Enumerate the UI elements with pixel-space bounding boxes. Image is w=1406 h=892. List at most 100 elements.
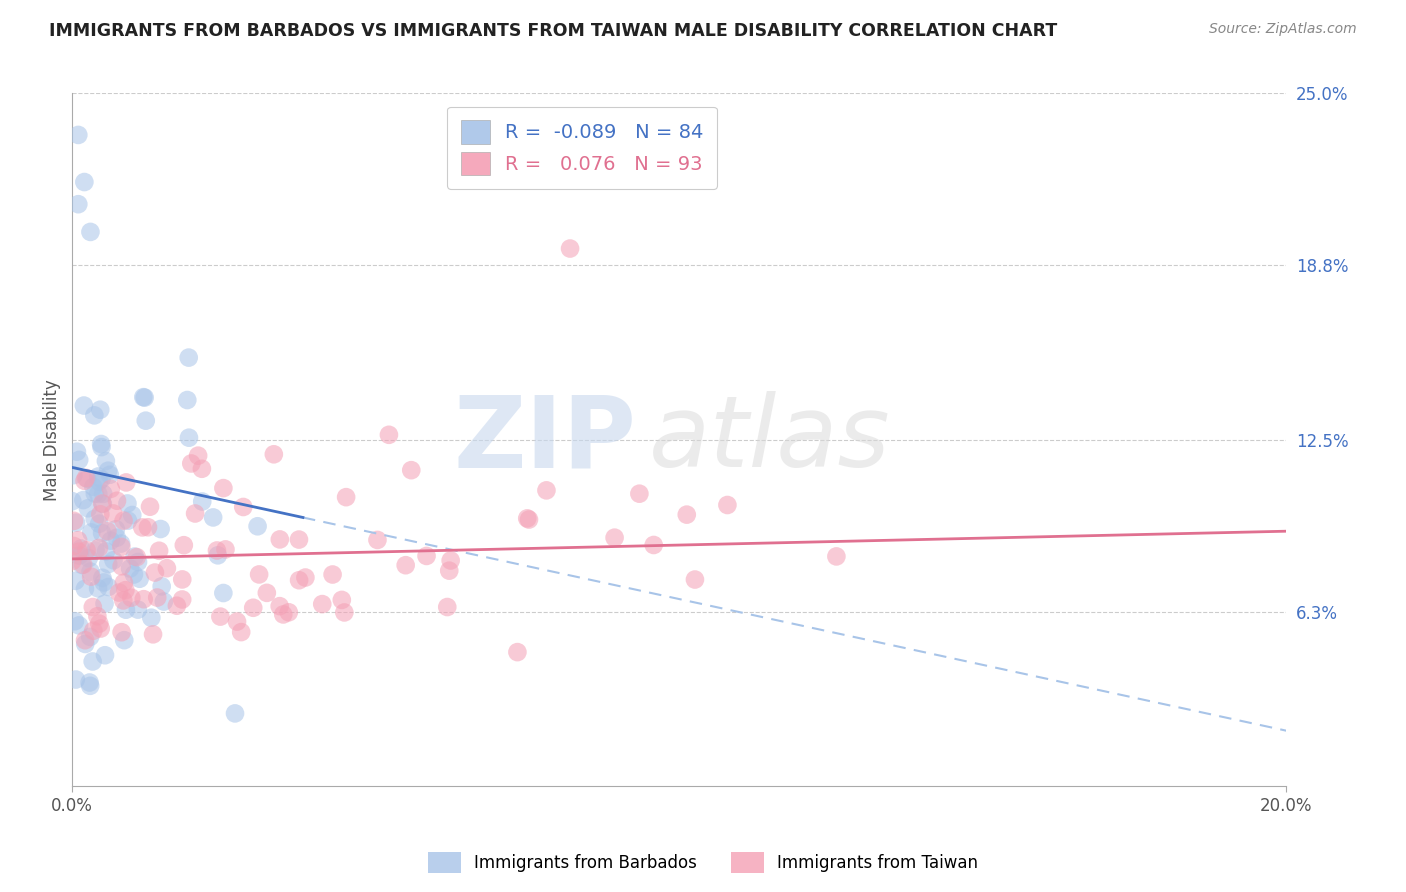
Point	[89, 516, 111, 531]
Point	[77, 501, 100, 516]
Point	[97, 557, 120, 571]
Point	[153, 594, 176, 608]
Point	[207, 549, 229, 563]
Point	[91, 497, 114, 511]
Point	[84, 543, 107, 558]
Point	[214, 542, 236, 557]
Point	[288, 573, 311, 587]
Point	[108, 585, 131, 599]
Point	[67, 549, 90, 563]
Point	[67, 533, 90, 548]
Text: atlas: atlas	[650, 392, 890, 488]
Y-axis label: Male Disability: Male Disability	[44, 379, 60, 500]
Point	[112, 593, 135, 607]
Point	[87, 475, 110, 489]
Point	[146, 591, 169, 605]
Point	[191, 494, 214, 508]
Point	[136, 520, 159, 534]
Point	[79, 630, 101, 644]
Point	[76, 543, 98, 558]
Point	[67, 197, 90, 211]
Point	[247, 567, 270, 582]
Point	[86, 609, 108, 624]
Point	[60, 494, 83, 508]
Point	[232, 500, 254, 514]
Legend: R =  -0.089   N = 84, R =   0.076   N = 93: R = -0.089 N = 84, R = 0.076 N = 93	[447, 106, 717, 189]
Point	[83, 486, 105, 500]
Point	[124, 549, 146, 564]
Point	[150, 579, 173, 593]
Point	[333, 606, 356, 620]
Point	[135, 414, 157, 428]
Point	[82, 600, 104, 615]
Point	[114, 583, 136, 598]
Point	[87, 582, 110, 596]
Point	[628, 486, 651, 500]
Point	[94, 454, 117, 468]
Point	[77, 551, 100, 566]
Point	[80, 525, 103, 540]
Point	[112, 575, 135, 590]
Point	[65, 673, 87, 687]
Point	[91, 487, 114, 501]
Point	[202, 510, 225, 524]
Point	[128, 572, 150, 586]
Point	[166, 599, 188, 613]
Point	[187, 449, 209, 463]
Point	[120, 561, 142, 575]
Point	[110, 540, 132, 554]
Point	[184, 507, 207, 521]
Text: Source: ZipAtlas.com: Source: ZipAtlas.com	[1209, 22, 1357, 37]
Point	[90, 622, 112, 636]
Point	[83, 409, 105, 423]
Point	[415, 549, 437, 563]
Point	[440, 553, 463, 567]
Point	[89, 508, 111, 522]
Point	[141, 610, 163, 624]
Point	[246, 519, 269, 533]
Point	[205, 543, 228, 558]
Point	[256, 586, 278, 600]
Point	[120, 591, 142, 605]
Point	[91, 526, 114, 541]
Point	[134, 391, 156, 405]
Point	[439, 564, 461, 578]
Point	[97, 580, 120, 594]
Point	[395, 558, 418, 573]
Point	[76, 472, 98, 486]
Point	[105, 493, 128, 508]
Point	[115, 603, 138, 617]
Point	[825, 549, 848, 564]
Point	[122, 567, 145, 582]
Point	[269, 533, 291, 547]
Point	[294, 570, 316, 584]
Point	[89, 402, 111, 417]
Point	[73, 474, 96, 488]
Point	[506, 645, 529, 659]
Point	[224, 706, 246, 721]
Point	[263, 447, 285, 461]
Point	[87, 541, 110, 555]
Point	[121, 508, 143, 522]
Point	[104, 522, 127, 536]
Point	[177, 431, 200, 445]
Point	[82, 480, 104, 494]
Point	[269, 599, 291, 614]
Point	[100, 482, 122, 496]
Point	[132, 390, 155, 404]
Point	[142, 627, 165, 641]
Point	[65, 574, 87, 588]
Point	[72, 558, 94, 572]
Point	[675, 508, 697, 522]
Text: IMMIGRANTS FROM BARBADOS VS IMMIGRANTS FROM TAIWAN MALE DISABILITY CORRELATION C: IMMIGRANTS FROM BARBADOS VS IMMIGRANTS F…	[49, 22, 1057, 40]
Point	[212, 586, 235, 600]
Point	[73, 175, 96, 189]
Point	[97, 464, 120, 478]
Text: ZIP: ZIP	[454, 392, 637, 488]
Point	[536, 483, 558, 498]
Point	[603, 531, 626, 545]
Point	[176, 392, 198, 407]
Point	[90, 437, 112, 451]
Point	[103, 553, 125, 567]
Point	[79, 679, 101, 693]
